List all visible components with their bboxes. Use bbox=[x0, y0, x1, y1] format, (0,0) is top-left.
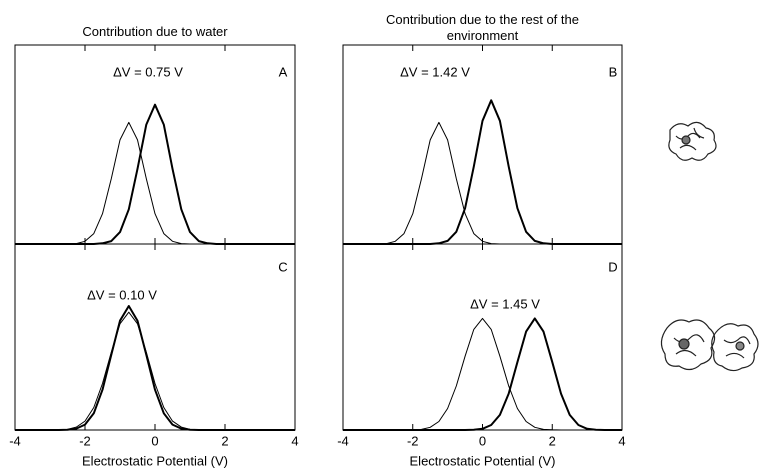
x-tick-label: 0 bbox=[479, 433, 486, 448]
distribution-curve bbox=[15, 311, 295, 431]
x-tick-label: 4 bbox=[618, 433, 625, 448]
distribution-curve bbox=[15, 103, 295, 245]
x-tick-label: -4 bbox=[337, 433, 349, 448]
panel-label: D bbox=[608, 259, 617, 274]
x-axis-label: Electrostatic Potential (V) bbox=[410, 453, 556, 468]
panel-label: C bbox=[278, 259, 287, 274]
distribution-curve bbox=[15, 121, 295, 245]
plot-frame bbox=[14, 243, 296, 431]
x-tick-label: 4 bbox=[291, 433, 298, 448]
panel-label: A bbox=[279, 64, 288, 79]
delta-v-annotation: ΔV = 1.45 V bbox=[470, 296, 540, 311]
distribution-curve bbox=[343, 317, 622, 431]
plot-frame bbox=[342, 243, 623, 431]
delta-v-annotation: ΔV = 0.75 V bbox=[113, 64, 183, 79]
distribution-curve bbox=[15, 305, 295, 431]
distribution-curve bbox=[343, 121, 622, 245]
column-title: Contribution due to water bbox=[82, 24, 228, 39]
delta-v-annotation: ΔV = 1.42 V bbox=[400, 64, 470, 79]
delta-v-annotation: ΔV = 0.10 V bbox=[87, 287, 157, 302]
distribution-curve bbox=[343, 99, 622, 245]
protein-icon-bottom bbox=[660, 319, 759, 372]
protein-icon-top bbox=[668, 121, 717, 161]
plot-frame bbox=[342, 44, 623, 245]
x-tick-label: -4 bbox=[9, 433, 21, 448]
x-tick-label: 0 bbox=[151, 433, 158, 448]
x-tick-label: 2 bbox=[221, 433, 228, 448]
x-tick-label: -2 bbox=[79, 433, 91, 448]
column-title: Contribution due to the rest of the envi… bbox=[386, 12, 579, 43]
distribution-curve bbox=[343, 317, 622, 431]
x-tick-label: -2 bbox=[407, 433, 419, 448]
x-axis-label: Electrostatic Potential (V) bbox=[82, 453, 228, 468]
panel-label: B bbox=[609, 64, 618, 79]
x-tick-label: 2 bbox=[549, 433, 556, 448]
